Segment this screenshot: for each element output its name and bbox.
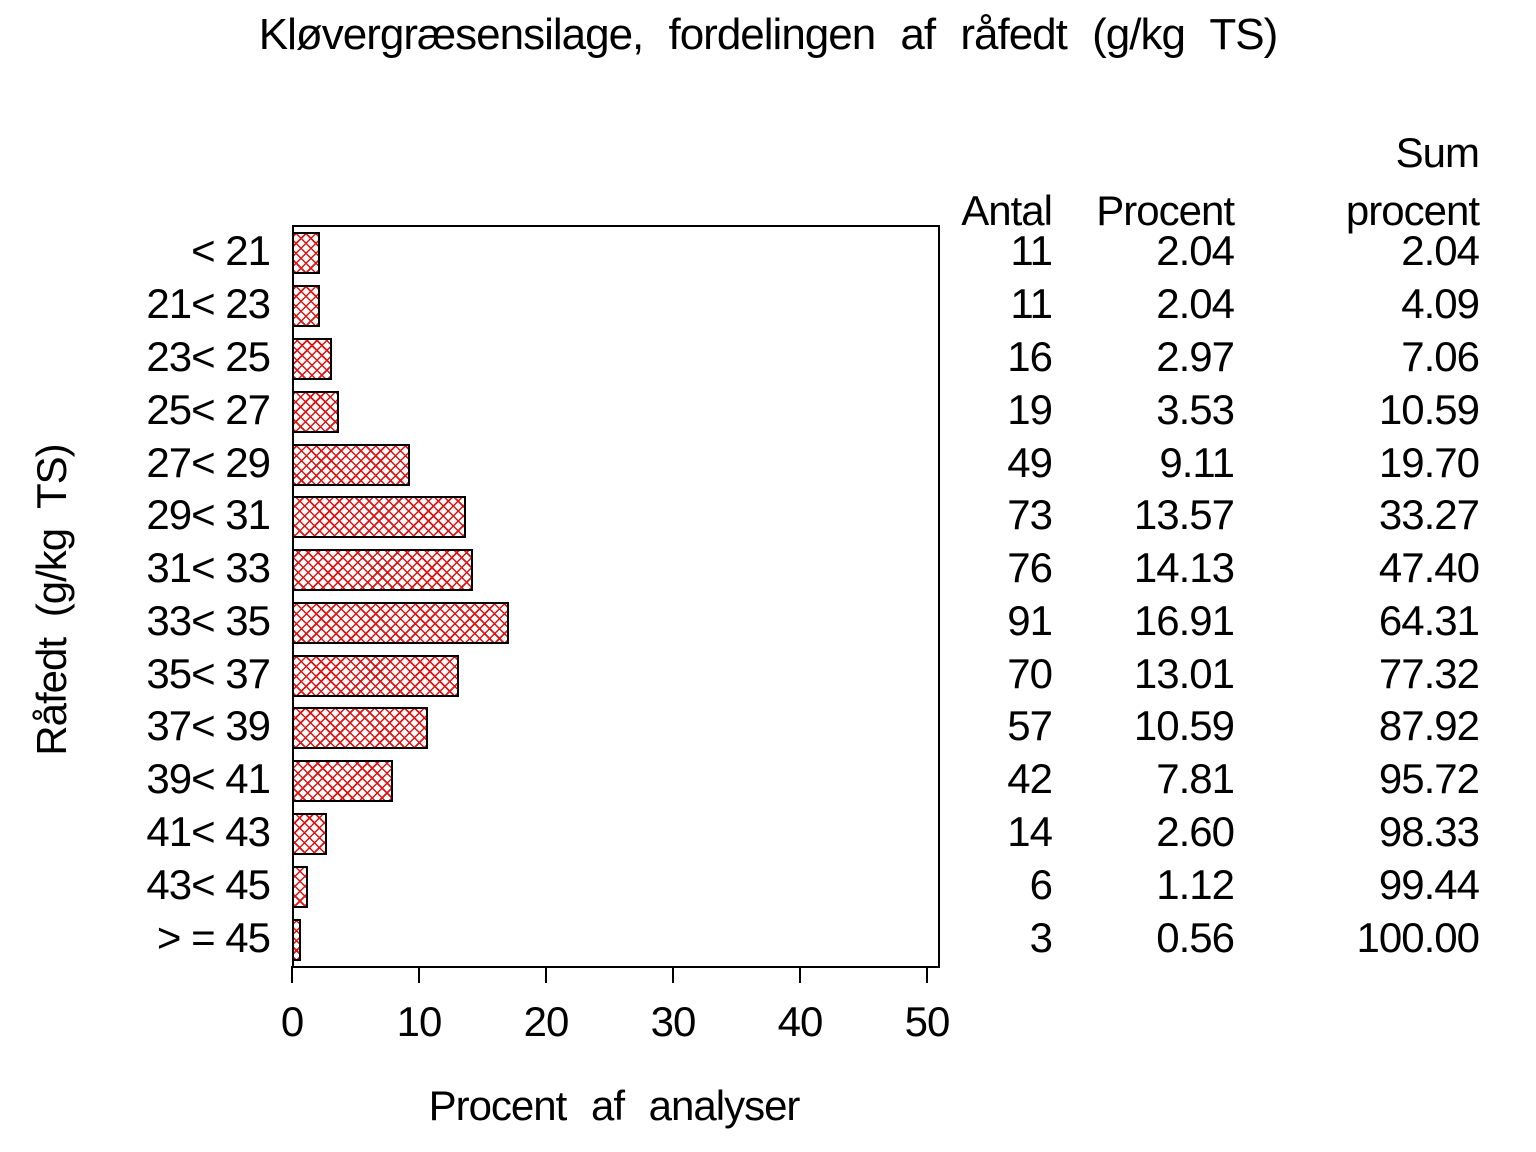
table-cell-procent: 7.81 — [1156, 755, 1235, 803]
x-axis-tick-label: 40 — [777, 998, 824, 1045]
category-label: 37< 39 — [146, 702, 271, 750]
table-cell-sum-procent: 98.33 — [1378, 808, 1480, 856]
x-axis-label: Procent af analyser — [428, 1082, 801, 1129]
category-label: 39< 41 — [146, 755, 271, 803]
x-axis-tick-label: 30 — [650, 998, 697, 1045]
table-cell-antal: 57 — [1007, 702, 1053, 750]
table-cell-antal: 73 — [1007, 491, 1053, 539]
table-cell-antal: 3 — [1029, 913, 1053, 961]
table-cell-procent: 14.13 — [1133, 544, 1235, 592]
table-cell-sum-procent: 10.59 — [1378, 385, 1480, 433]
table-cell-procent: 1.12 — [1156, 860, 1235, 908]
table-cell-sum-procent: 47.40 — [1378, 544, 1480, 592]
histogram-bar — [294, 760, 394, 803]
table-cell-sum-procent: 100.00 — [1356, 913, 1480, 961]
table-header-procent: Procent — [1096, 187, 1235, 234]
table-header-sum-line1: Sum — [1395, 129, 1480, 176]
category-label: 21< 23 — [146, 280, 271, 328]
table-cell-antal: 6 — [1029, 860, 1053, 908]
table-cell-sum-procent: 2.04 — [1401, 227, 1480, 275]
category-label: 41< 43 — [146, 808, 271, 856]
histogram-bar — [294, 601, 509, 644]
x-axis-tick — [545, 966, 547, 983]
table-cell-antal: 91 — [1007, 596, 1053, 644]
histogram-bar — [294, 865, 309, 908]
category-label: 35< 37 — [146, 649, 271, 697]
x-axis-tick-label: 50 — [904, 998, 951, 1045]
histogram-bar — [294, 496, 467, 539]
table-cell-sum-procent: 19.70 — [1378, 438, 1480, 486]
table-cell-procent: 16.91 — [1133, 596, 1235, 644]
histogram-bar — [294, 337, 332, 380]
x-axis-tick-label: 20 — [523, 998, 570, 1045]
histogram-bar — [294, 285, 320, 328]
category-label: 25< 27 — [146, 385, 271, 433]
histogram-bar — [294, 443, 410, 486]
category-label: 27< 29 — [146, 438, 271, 486]
table-cell-sum-procent: 4.09 — [1401, 280, 1480, 328]
table-cell-antal: 49 — [1007, 438, 1053, 486]
table-cell-procent: 2.97 — [1156, 332, 1235, 380]
table-cell-procent: 13.57 — [1133, 491, 1235, 539]
table-cell-procent: 10.59 — [1133, 702, 1235, 750]
category-label: 31< 33 — [146, 544, 271, 592]
chart-title: Kløvergræsensilage, fordelingen af råfed… — [258, 10, 1278, 59]
table-cell-antal: 42 — [1007, 755, 1053, 803]
table-cell-procent: 2.04 — [1156, 280, 1235, 328]
table-cell-procent: 3.53 — [1156, 385, 1235, 433]
x-axis-tick-label: 10 — [396, 998, 443, 1045]
histogram-bar — [294, 918, 302, 961]
table-cell-procent: 0.56 — [1156, 913, 1235, 961]
category-label: > = 45 — [156, 913, 271, 961]
histogram-bar — [294, 390, 339, 433]
table-cell-antal: 16 — [1007, 332, 1053, 380]
table-cell-antal: 70 — [1007, 649, 1053, 697]
histogram-bar — [294, 707, 429, 750]
table-cell-procent: 2.60 — [1156, 808, 1235, 856]
table-cell-sum-procent: 99.44 — [1378, 860, 1480, 908]
plot-area — [292, 225, 940, 968]
histogram-bar — [294, 654, 460, 697]
table-header-antal: Antal — [961, 187, 1053, 234]
table-cell-procent: 9.11 — [1159, 438, 1235, 486]
x-axis-tick — [672, 966, 674, 983]
table-cell-antal: 14 — [1007, 808, 1053, 856]
category-label: 33< 35 — [146, 596, 271, 644]
histogram-bar — [294, 232, 320, 275]
histogram-bar — [294, 813, 328, 856]
table-cell-sum-procent: 95.72 — [1378, 755, 1480, 803]
table-cell-procent: 2.04 — [1156, 227, 1235, 275]
table-header-sum-line2: procent — [1345, 187, 1480, 234]
x-axis-tick — [291, 966, 293, 983]
table-cell-antal: 76 — [1007, 544, 1053, 592]
x-axis-tick — [926, 966, 928, 983]
histogram-bar — [294, 549, 474, 592]
table-cell-sum-procent: 77.32 — [1378, 649, 1480, 697]
category-label: < 21 — [191, 227, 271, 275]
table-cell-procent: 13.01 — [1133, 649, 1235, 697]
table-cell-sum-procent: 64.31 — [1378, 596, 1480, 644]
table-cell-sum-procent: 33.27 — [1378, 491, 1480, 539]
x-axis-tick — [799, 966, 801, 983]
category-label: 43< 45 — [146, 860, 271, 908]
x-axis-tick-label: 0 — [280, 998, 304, 1045]
table-cell-antal: 11 — [1010, 280, 1053, 328]
category-label: 29< 31 — [146, 491, 271, 539]
table-cell-antal: 11 — [1010, 227, 1053, 275]
table-cell-antal: 19 — [1007, 385, 1053, 433]
table-cell-sum-procent: 87.92 — [1378, 702, 1480, 750]
table-cell-sum-procent: 7.06 — [1401, 332, 1480, 380]
x-axis-tick — [418, 966, 420, 983]
category-label: 23< 25 — [146, 332, 271, 380]
